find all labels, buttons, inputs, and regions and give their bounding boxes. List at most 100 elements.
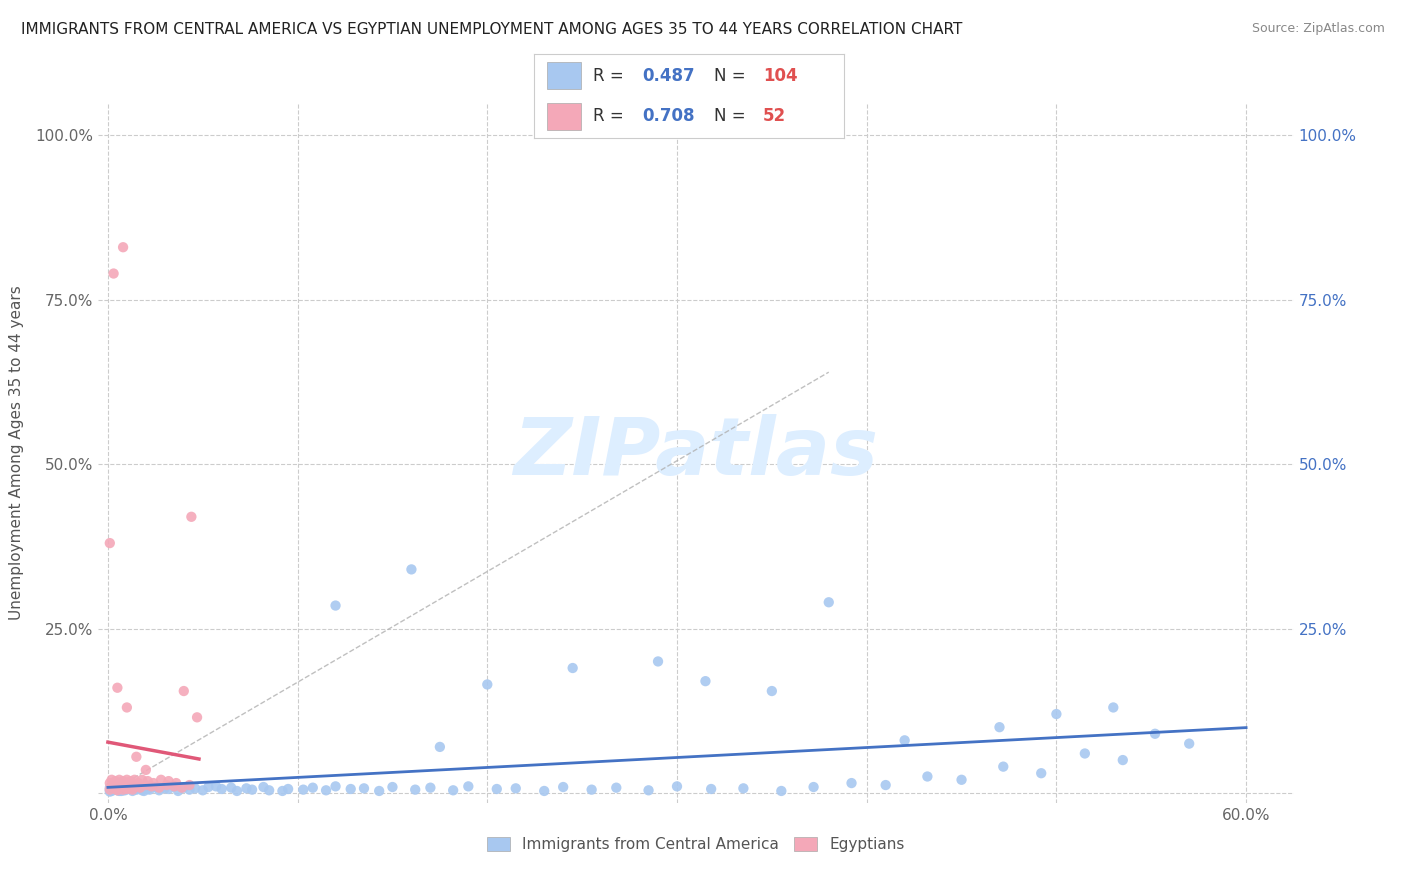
Point xyxy=(875,778,897,792)
Point xyxy=(993,759,1015,773)
Point xyxy=(429,739,451,754)
Point xyxy=(1102,700,1125,714)
Point xyxy=(695,674,717,689)
Point xyxy=(115,772,138,787)
Point xyxy=(120,774,142,789)
Point xyxy=(105,681,128,695)
Point xyxy=(1074,747,1097,761)
Point xyxy=(770,784,793,798)
Point xyxy=(124,772,146,787)
Point xyxy=(165,776,187,790)
Point xyxy=(100,780,122,794)
Point xyxy=(136,774,159,789)
Text: ZIPatlas: ZIPatlas xyxy=(513,414,879,491)
Point xyxy=(180,509,202,524)
Text: Source: ZipAtlas.com: Source: ZipAtlas.com xyxy=(1251,22,1385,36)
Point xyxy=(98,780,121,795)
Point xyxy=(110,780,132,794)
Point xyxy=(404,782,426,797)
Point xyxy=(841,776,863,790)
Point xyxy=(761,684,783,698)
Text: 0.708: 0.708 xyxy=(643,107,695,125)
Text: 104: 104 xyxy=(763,67,797,85)
Point xyxy=(1178,737,1201,751)
Point xyxy=(219,780,242,795)
Point xyxy=(143,780,166,794)
Point xyxy=(457,780,479,794)
Point xyxy=(150,772,173,787)
Point xyxy=(127,776,149,790)
Point xyxy=(105,780,128,795)
Point xyxy=(605,780,627,795)
Point xyxy=(129,780,152,795)
Point xyxy=(485,782,508,797)
Point xyxy=(173,780,195,795)
Point xyxy=(115,781,138,796)
Point xyxy=(339,782,361,797)
Point xyxy=(118,781,141,796)
Point xyxy=(125,749,148,764)
Point xyxy=(179,782,201,797)
Point xyxy=(205,780,228,794)
Point xyxy=(98,536,121,550)
Point xyxy=(401,562,423,576)
Point xyxy=(917,770,939,784)
Point xyxy=(108,772,131,787)
Point xyxy=(103,267,125,281)
Point xyxy=(170,780,193,795)
Point xyxy=(110,778,132,792)
Point xyxy=(103,780,125,795)
Point xyxy=(108,784,131,798)
Point xyxy=(108,781,131,796)
Point xyxy=(100,782,122,797)
Point xyxy=(257,783,280,797)
Point xyxy=(115,700,138,714)
Point xyxy=(561,661,583,675)
Point xyxy=(142,776,165,790)
Point xyxy=(1031,766,1053,780)
Point xyxy=(148,780,170,795)
Point xyxy=(118,780,141,794)
Point xyxy=(104,780,127,794)
Point xyxy=(173,684,195,698)
Text: R =: R = xyxy=(593,107,624,125)
Point xyxy=(110,782,132,797)
Point xyxy=(103,780,125,795)
Point xyxy=(112,783,135,797)
Point xyxy=(136,782,159,797)
Point xyxy=(163,780,186,794)
Point xyxy=(1112,753,1135,767)
Point xyxy=(733,781,755,796)
Y-axis label: Unemployment Among Ages 35 to 44 years: Unemployment Among Ages 35 to 44 years xyxy=(10,285,24,620)
Point xyxy=(114,783,136,797)
Point xyxy=(112,778,135,792)
Text: 52: 52 xyxy=(763,107,786,125)
Legend: Immigrants from Central America, Egyptians: Immigrants from Central America, Egyptia… xyxy=(481,830,911,858)
FancyBboxPatch shape xyxy=(547,103,581,130)
Point xyxy=(98,782,121,797)
Point xyxy=(112,782,135,797)
Point xyxy=(100,780,122,794)
Point xyxy=(98,782,121,797)
Point xyxy=(988,720,1011,734)
Point xyxy=(1144,727,1167,741)
Point xyxy=(477,677,499,691)
Point xyxy=(125,782,148,797)
Point xyxy=(114,776,136,790)
Point xyxy=(156,778,179,792)
Point xyxy=(135,763,157,777)
Point xyxy=(637,783,659,797)
Point xyxy=(240,782,263,797)
Point xyxy=(167,784,190,798)
Point xyxy=(108,782,131,797)
Point xyxy=(103,778,125,792)
Point xyxy=(419,780,441,795)
Point xyxy=(235,781,257,796)
Point xyxy=(121,782,143,797)
Point xyxy=(103,781,125,796)
Point xyxy=(225,784,247,798)
Point xyxy=(127,780,149,795)
Text: N =: N = xyxy=(714,67,745,85)
Point xyxy=(118,776,141,790)
Point xyxy=(533,784,555,798)
